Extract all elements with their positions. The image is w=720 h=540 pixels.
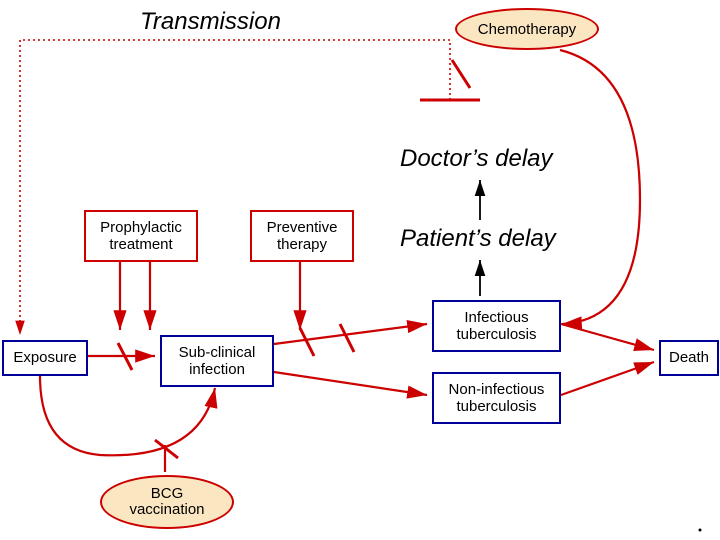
death-node: Death (659, 340, 719, 376)
chemo-block-slash (452, 60, 470, 88)
exposure-l1: Exposure (13, 349, 76, 366)
exposure-bcg-loop (40, 376, 215, 455)
patients-delay-label: Patient’s delay (400, 225, 556, 253)
exposure-node: Exposure (2, 340, 88, 376)
doctors-delay-label: Doctor’s delay (400, 145, 553, 173)
infectious-node: Infectious tuberculosis (432, 300, 561, 352)
preventive-l2: therapy (277, 236, 327, 253)
transmission-loop (20, 40, 450, 335)
bcg-node: BCG vaccination (100, 475, 234, 529)
bcg-line1: BCG (151, 486, 184, 503)
subclinical-l2: infection (189, 361, 245, 378)
subclinical-l1: Sub-clinical (179, 344, 256, 361)
preventive-node: Preventive therapy (250, 210, 354, 262)
prophylactic-node: Prophylactic treatment (84, 210, 198, 262)
prophylactic-l2: treatment (109, 236, 172, 253)
preventive-l1: Preventive (267, 219, 338, 236)
sub-to-inf-slash2 (340, 324, 354, 352)
noninfectious-node: Non-infectious tuberculosis (432, 372, 561, 424)
death-l1: Death (669, 349, 709, 366)
noninfectious-l2: tuberculosis (456, 398, 536, 415)
transmission-label: Transmission (140, 8, 281, 36)
sub-to-inf (274, 324, 427, 344)
chemotherapy-text: Chemotherapy (478, 21, 576, 38)
noninfectious-l1: Non-infectious (449, 381, 545, 398)
subclinical-node: Sub-clinical infection (160, 335, 274, 387)
arrows-layer (0, 0, 720, 540)
prophylactic-l1: Prophylactic (100, 219, 182, 236)
chemotherapy-node: Chemotherapy (455, 8, 599, 50)
inf-to-death (561, 324, 654, 350)
sub-to-inf-slash (300, 328, 314, 356)
chemo-curve-down (560, 50, 640, 324)
sub-to-noninf (274, 372, 427, 395)
infectious-l1: Infectious (464, 309, 528, 326)
infectious-l2: tuberculosis (456, 326, 536, 343)
noninf-to-death (561, 362, 654, 395)
bcg-line2: vaccination (129, 502, 204, 519)
bcg-slash (155, 440, 178, 458)
exp-sub-slash (118, 343, 132, 370)
